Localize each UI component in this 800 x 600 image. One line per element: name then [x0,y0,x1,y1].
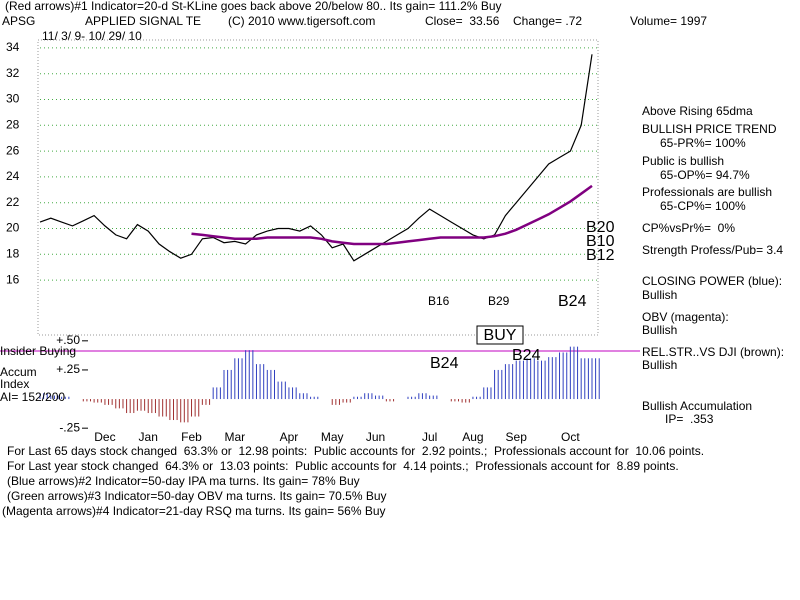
series-line [191,184,593,246]
y-tick-label: 32 [6,66,20,80]
x-tick-label: Feb [181,430,202,444]
panel-label: Accum [0,365,37,379]
x-tick-label: May [321,430,344,444]
signal-label: B20 [586,219,615,236]
side-note: CLOSING POWER (blue): [642,274,782,288]
y-tick-label: +.50 [56,333,80,347]
footer-line: (Magenta arrows)#4 Indicator=21-day RSQ … [2,504,386,518]
signal-label: B24 [558,293,587,310]
panel-label: AI= 152/200 [0,390,65,404]
header-text: (C) 2010 www.tigersoft.com [228,14,375,28]
side-note: OBV (magenta): [642,310,729,324]
buy-box [476,325,524,345]
y-tick-label: 34 [6,40,20,54]
side-note: 65-CP%= 100% [660,199,746,213]
y-tick-label: 18 [6,246,20,260]
panel-label: B24 [430,355,459,372]
y-tick-label: -.25 [59,420,80,434]
signal-label: B16 [428,294,450,308]
side-note: 65-PR%= 100% [660,136,746,150]
side-note: IP= .353 [665,412,714,426]
side-note: Bullish [642,358,677,372]
header-text: Volume= 1997 [630,14,707,28]
header-text: Change= .72 [513,14,582,28]
side-note: REL.STR..VS DJI (brown): [642,345,784,359]
y-tick-label: 26 [6,143,20,157]
side-note: BULLISH PRICE TREND [642,122,777,136]
footer-line: For Last year stock changed 64.3% or 13.… [7,459,679,473]
buy-label: BUY [484,327,517,344]
side-note: Professionals are bullish [642,185,772,199]
y-tick-label: +.25 [56,362,80,376]
panel-border [37,39,599,336]
side-note: Bullish Accumulation [642,399,752,413]
y-tick-label: 30 [6,92,20,106]
x-tick-label: Jul [422,430,437,444]
signal-label: B12 [586,247,615,264]
x-tick-label: Mar [224,430,245,444]
side-note: Strength Profess/Pub= 3.4 [642,243,783,257]
y-tick-label: 28 [6,117,20,131]
x-tick-label: Apr [280,430,299,444]
header-text: APSG [2,14,35,28]
panel-label: Insider Buying [0,344,76,358]
header-text: 11/ 3/ 9- 10/ 29/ 10 [42,29,142,43]
panel-label: B24 [512,347,541,364]
side-note: Above Rising 65dma [642,104,753,118]
y-tick-label: 22 [6,195,20,209]
side-note: 65-OP%= 94.7% [660,168,750,182]
header-text: (Red arrows)#1 Indicator=20-d St-KLine g… [5,0,502,13]
y-tick-label: 20 [6,221,20,235]
x-tick-label: Dec [94,430,115,444]
footer-line: (Blue arrows)#2 Indicator=50-day IPA ma … [7,474,360,488]
y-tick-label: 24 [6,169,20,183]
side-note: Public is bullish [642,154,724,168]
panel-label: Index [0,377,29,391]
signal-label: B29 [488,294,510,308]
x-tick-label: Oct [561,430,580,444]
side-note: Bullish [642,323,677,337]
side-note: Bullish [642,288,677,302]
x-tick-label: Sep [506,430,528,444]
x-tick-label: Jan [139,430,158,444]
x-tick-label: Aug [462,430,483,444]
side-note: CP%vsPr%= 0% [642,221,735,235]
footer-line: For Last 65 days stock changed 63.3% or … [7,444,704,458]
y-tick-label: 16 [6,272,20,286]
header-text: APPLIED SIGNAL TE [85,14,201,28]
x-tick-label: Jun [366,430,385,444]
series-line [39,54,593,262]
header-text: Close= 33.56 [425,14,500,28]
signal-label: B10 [586,233,615,250]
footer-line: (Green arrows)#3 Indicator=50-day OBV ma… [7,489,387,503]
